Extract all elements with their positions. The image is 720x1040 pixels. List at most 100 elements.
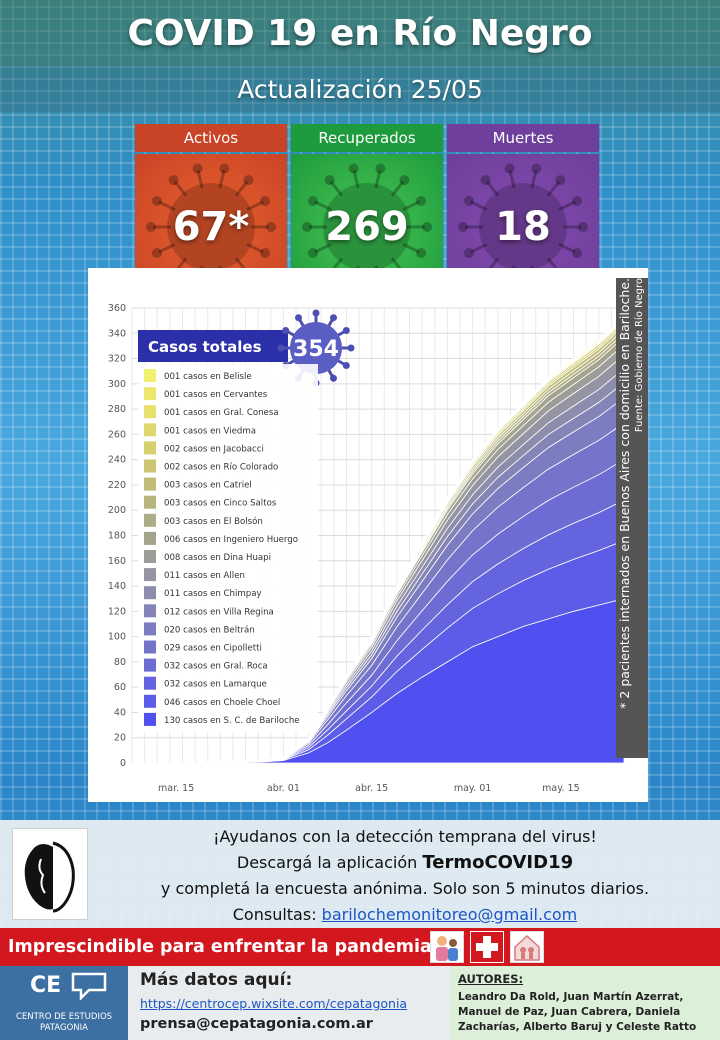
- total-cases-header: [138, 330, 288, 362]
- legend-label: 001 casos en Cervantes: [164, 390, 268, 400]
- active-label: Activos: [135, 124, 287, 152]
- legend-swatch: [144, 495, 156, 509]
- legend-label: 012 casos en Villa Regina: [164, 607, 274, 617]
- legend-swatch: [144, 712, 156, 726]
- termometro-logo: [12, 828, 88, 920]
- y-tick-label: 160: [108, 556, 126, 567]
- pandemic-banner: Imprescindible para enfrentar la pandemi…: [0, 928, 720, 966]
- legend-swatch: [144, 640, 156, 654]
- more-data-panel: Más datos aquí: https://centrocep.wixsit…: [128, 966, 450, 1040]
- cep-logo: CE CENTRO DE ESTUDIOS PATAGONIA: [0, 966, 128, 1040]
- y-tick-label: 260: [108, 429, 126, 440]
- y-tick-label: 340: [108, 328, 126, 339]
- legend-swatch: [144, 387, 156, 401]
- x-tick-label: abr. 15: [355, 783, 388, 794]
- annotation-text: * 2 pacientes internados en Buenos Aires…: [617, 278, 632, 709]
- y-tick-label: 360: [108, 303, 126, 314]
- legend-label: 029 casos en Cipolletti: [164, 644, 262, 654]
- source-text: Fuente: Gobierno de Río Negro: [634, 278, 645, 433]
- recovered-label: Recuperados: [291, 124, 443, 152]
- legend-label: 003 casos en El Bolsón: [164, 516, 263, 527]
- subtitle-band: Actualización 25/05: [0, 66, 720, 112]
- total-virus-icon: [277, 309, 355, 387]
- deaths-label: Muertes: [447, 124, 599, 152]
- x-tick-label: may. 15: [542, 783, 579, 794]
- authors-panel: AUTORES: Leandro Da Rold, Juan Martín Az…: [450, 966, 720, 1040]
- y-tick-label: 60: [114, 682, 126, 693]
- medical-cross-icon: [470, 931, 504, 963]
- legend-swatch: [144, 405, 156, 419]
- legend-swatch: [144, 550, 156, 563]
- promo-line-4: Consultas: barilochemonitoreo@gmail.com: [100, 902, 710, 928]
- cep-name: CENTRO DE ESTUDIOS PATAGONIA: [15, 1012, 113, 1033]
- x-tick-label: abr. 01: [267, 783, 300, 794]
- promo-line-3: y completá la encuesta anónima. Solo son…: [160, 879, 650, 898]
- legend-label: 002 casos en Jacobacci: [164, 444, 264, 454]
- legend-label: 032 casos en Lamarque: [164, 680, 267, 690]
- promo-line-2-text: Descargá la aplicación: [236, 853, 418, 872]
- legend-label: 003 casos en Cinco Saltos: [164, 499, 277, 509]
- x-tick-label: mar. 15: [158, 783, 194, 794]
- update-date: Actualización 25/05: [237, 74, 483, 104]
- authors-heading: AUTORES:: [458, 972, 524, 986]
- active-value: 67*: [172, 204, 250, 250]
- legend-swatch: [144, 658, 156, 672]
- total-cases-label: Casos totales: [148, 338, 262, 356]
- map-pin-icon: [71, 972, 107, 1002]
- legend-label: 001 casos en Belisle: [164, 372, 252, 382]
- termometro-logo-icon: [24, 841, 75, 913]
- y-tick-label: 100: [108, 632, 126, 643]
- y-tick-label: 0: [120, 758, 126, 769]
- contact-label: Consultas:: [232, 905, 317, 924]
- legend-label: 020 casos en Beltrán: [164, 625, 255, 635]
- legend-label: 011 casos en Chimpay: [164, 589, 262, 599]
- app-name: TermoCOVID19: [422, 852, 574, 873]
- y-tick-label: 320: [108, 354, 126, 365]
- legend-swatch: [144, 513, 156, 527]
- legend-swatch: [144, 369, 156, 382]
- website-link[interactable]: https://centrocep.wixsite.com/cepatagoni…: [140, 996, 408, 1011]
- legend-label: 046 casos en Choele Choel: [164, 698, 280, 708]
- legend-swatch: [144, 477, 156, 491]
- legend-swatch: [144, 459, 156, 473]
- title-band: COVID 19 en Río Negro: [0, 0, 720, 66]
- legend-label: 003 casos en Catriel: [164, 481, 252, 491]
- cep-logo-mark: CE: [30, 972, 109, 1002]
- page-title: COVID 19 en Río Negro: [127, 12, 593, 54]
- legend-swatch: [144, 568, 156, 582]
- legend-label: 011 casos en Allen: [164, 571, 245, 581]
- total-cases-value: 354: [293, 337, 339, 362]
- stacked-area-chart: 0 20 40 60 80 100 120 140 160 180 200 220 240 260 280 3…: [108, 303, 625, 794]
- legend-label: 006 casos en Ingeniero Huergo: [164, 535, 298, 545]
- legend-swatch: [144, 531, 156, 545]
- y-tick-label: 280: [108, 404, 126, 415]
- y-tick-label: 120: [108, 606, 126, 617]
- app-promo: ¡Ayudanos con la detección temprana del …: [0, 820, 720, 928]
- press-email[interactable]: prensa@cepatagonia.com.ar: [140, 1016, 373, 1032]
- contact-email-link[interactable]: barilochemonitoreo@gmail.com: [321, 905, 578, 924]
- y-tick-label: 300: [108, 379, 126, 390]
- more-data-heading: Más datos aquí:: [140, 970, 293, 990]
- y-tick-label: 20: [114, 733, 126, 744]
- legend-label: 008 casos en Dina Huapi: [164, 553, 271, 563]
- legend-box: [138, 364, 318, 732]
- y-tick-label: 40: [114, 707, 126, 718]
- promo-line-2: Descargá la aplicación TermoCOVID19: [100, 850, 710, 876]
- promo-line-1: ¡Ayudanos con la detección temprana del …: [213, 827, 597, 846]
- y-tick-label: 220: [108, 480, 126, 491]
- legend-swatch: [144, 423, 156, 437]
- y-tick-label: 200: [108, 505, 126, 516]
- legend-swatch: [144, 441, 156, 455]
- y-tick-label: 240: [108, 455, 126, 466]
- chart-side-note: * 2 pacientes internados en Buenos Aires…: [616, 278, 648, 758]
- y-tick-label: 80: [114, 657, 126, 668]
- chart-panel: 0 20 40 60 80 100 120 140 160 180 200 220 240 260 280 3…: [88, 268, 648, 802]
- recovered-value: 269: [325, 204, 409, 250]
- legend-swatch: [144, 622, 156, 636]
- x-tick-label: may. 01: [454, 783, 491, 794]
- legend-label: 001 casos en Gral. Conesa: [164, 408, 279, 418]
- y-tick-label: 180: [108, 531, 126, 542]
- family-icon: [430, 931, 464, 963]
- stay-home-icon: [510, 931, 544, 963]
- legend-swatch: [144, 694, 156, 708]
